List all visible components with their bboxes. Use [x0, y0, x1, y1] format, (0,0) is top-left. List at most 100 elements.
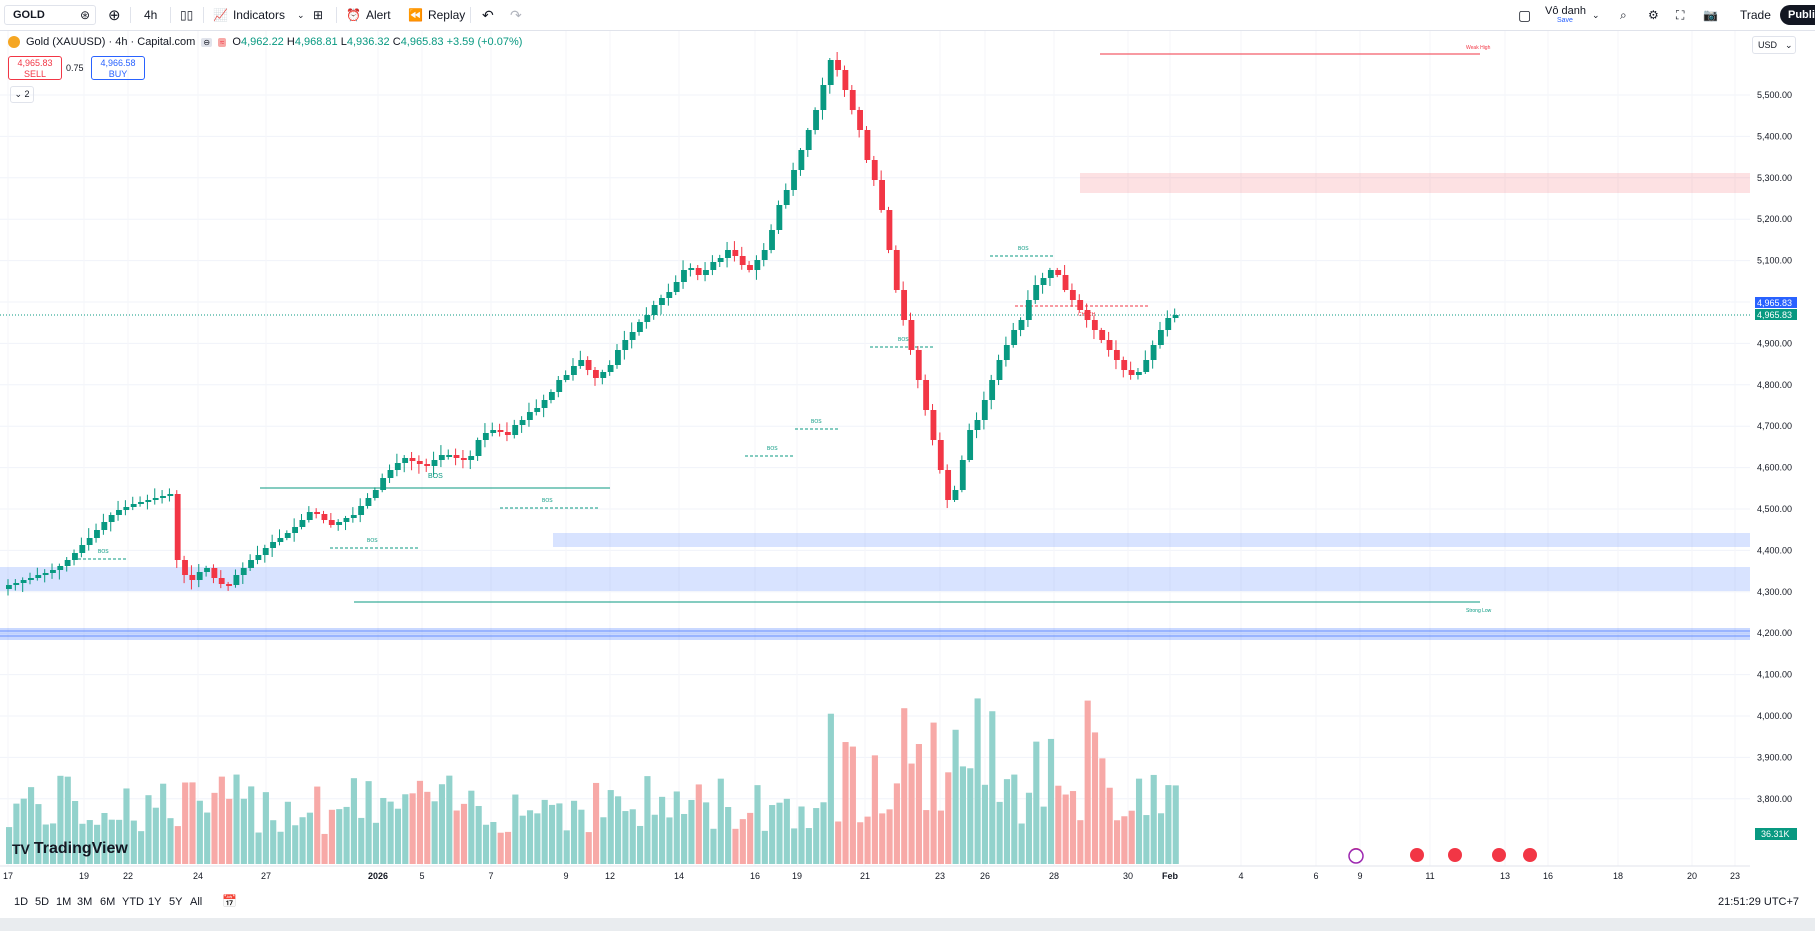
indicators-button[interactable]: 📈 Indicators ⌄	[213, 0, 305, 30]
time-axis-label: 5	[419, 871, 424, 881]
ohlc-values: O4,962.22 H4,968.81 L4,936.32 C4,965.83 …	[232, 36, 523, 48]
timeframe-5d-button[interactable]: 5D	[35, 896, 50, 908]
candle	[563, 375, 570, 380]
quick-search-icon[interactable]: ⌕	[1620, 7, 1627, 22]
candle	[270, 542, 276, 548]
fullscreen-icon[interactable]: ⛶	[1676, 7, 1685, 22]
price-chart[interactable]: BOS BOS BOS BOS BOS BOS BOS BOS CHoCH We…	[0, 31, 1815, 884]
price-axis-label: 3,800.00	[1757, 794, 1792, 804]
candle	[930, 410, 937, 440]
timeframe-ytd-button[interactable]: YTD	[122, 896, 144, 908]
redo-icon[interactable]: ↷	[510, 6, 522, 23]
sell-button[interactable]: 4,965.83 SELL	[8, 56, 62, 80]
volume-bar	[857, 822, 864, 864]
volume-bar	[431, 801, 438, 864]
time-axis-label: 21	[860, 871, 870, 881]
compare-icon[interactable]: ⊛	[80, 8, 91, 22]
candle	[666, 292, 673, 298]
event-flag-icon	[1410, 848, 1424, 862]
candle	[673, 282, 680, 292]
spread-value: 0.75	[66, 63, 84, 73]
timeframe-3m-button[interactable]: 3M	[77, 896, 93, 908]
candle	[1128, 370, 1135, 375]
volume-bar	[1040, 806, 1047, 864]
replay-button[interactable]: ⏪ Replay	[408, 0, 465, 30]
volume-bar	[930, 722, 937, 864]
volume-bar	[101, 812, 108, 864]
buy-button[interactable]: 4,966.58 BUY	[91, 56, 145, 80]
candle	[50, 570, 56, 573]
price-axis-label: 5,300.00	[1757, 173, 1792, 183]
tv-logo-icon: TV	[12, 841, 30, 857]
timeframe-1y-button[interactable]: 1Y	[148, 896, 162, 908]
candle	[644, 315, 651, 322]
chart-type-icon[interactable]: ▯▯	[180, 8, 194, 22]
candle	[901, 290, 908, 320]
volume-bar	[468, 790, 475, 864]
volume-bar	[548, 804, 556, 864]
volume-bar	[725, 807, 732, 864]
layout-toggle-icon[interactable]: ▢	[1518, 6, 1532, 23]
time-axis-label: 11	[1425, 871, 1434, 881]
candle	[138, 502, 144, 504]
timeframe-1m-button[interactable]: 1M	[56, 896, 72, 908]
candle	[908, 320, 915, 350]
add-symbol-icon[interactable]: ⊕	[108, 7, 121, 24]
link-icon[interactable]: ≈	[218, 37, 227, 47]
candle	[460, 458, 467, 460]
volume-bar	[94, 824, 101, 864]
volume-bar	[28, 787, 35, 864]
volume-bar	[1106, 787, 1113, 864]
candle	[864, 130, 871, 160]
timeframe-1d-button[interactable]: 1D	[14, 896, 29, 908]
volume-bar	[387, 801, 394, 864]
layouts-icon[interactable]: ⊞	[313, 8, 324, 22]
symbol-search[interactable]: GOLD	[4, 5, 96, 25]
volume-bar	[218, 776, 225, 864]
volume-bar	[1143, 815, 1150, 864]
volume-bar	[644, 776, 651, 864]
volume-bar	[1157, 813, 1165, 864]
volume-bar	[20, 798, 27, 864]
volume-bar	[570, 800, 578, 864]
undo-icon[interactable]: ↶	[482, 6, 494, 23]
alert-button[interactable]: ⏰ Alert	[346, 0, 391, 30]
user-menu[interactable]: Vô danh Save	[1545, 0, 1586, 30]
currency-select[interactable]: USD ⌄	[1752, 36, 1796, 54]
volume-bar	[769, 805, 776, 864]
publish-button[interactable]: Publis	[1780, 5, 1815, 25]
candle	[791, 170, 797, 190]
volume-bar	[600, 817, 607, 864]
settings-icon[interactable]: ⚙	[1648, 8, 1659, 22]
calendar-icon[interactable]: 📅	[222, 894, 237, 908]
candle	[72, 553, 78, 560]
indicators-collapse-button[interactable]: ⌄ 2	[10, 86, 34, 103]
volume-bar	[967, 768, 974, 864]
timeframe-all-button[interactable]: All	[190, 896, 203, 908]
trade-button[interactable]: Trade	[1740, 0, 1771, 30]
timeframe-6m-button[interactable]: 6M	[100, 896, 116, 908]
volume-bar	[1062, 794, 1069, 864]
interval-button[interactable]: 4h	[144, 0, 157, 30]
candle	[534, 408, 541, 412]
candle	[438, 455, 445, 460]
camera-icon[interactable]: 📷	[1703, 8, 1718, 22]
volume-bar	[864, 816, 871, 864]
volume-bar	[211, 792, 218, 864]
candle	[548, 392, 555, 400]
volume-bar	[695, 784, 702, 864]
eye-toggle-icon[interactable]: ⊖	[201, 37, 213, 47]
candle	[160, 496, 166, 498]
chevron-down-icon[interactable]: ⌄	[1592, 9, 1600, 20]
candle	[86, 538, 93, 545]
candle	[1121, 360, 1128, 370]
volume-bar	[35, 804, 42, 864]
candle	[380, 478, 387, 490]
candle	[893, 250, 900, 290]
candle	[497, 430, 504, 432]
price-tag-label: 4,965.83	[1757, 298, 1792, 308]
volume-bar	[688, 799, 695, 864]
volume-bar	[593, 782, 600, 864]
timeframe-5y-button[interactable]: 5Y	[169, 896, 183, 908]
candle	[996, 360, 1003, 380]
